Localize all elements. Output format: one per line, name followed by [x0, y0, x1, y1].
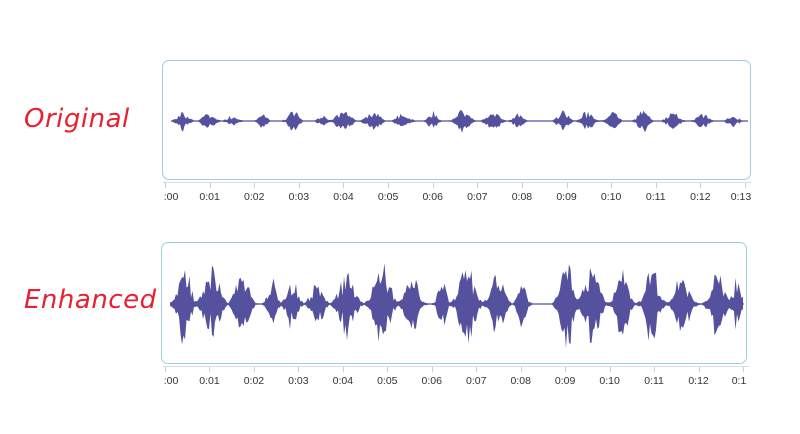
timeline-tick-label: 0:11 [645, 191, 666, 203]
timeline-tick-label: 0:12 [690, 191, 711, 203]
timeline-tick-label: 0:12 [688, 375, 709, 387]
timeline-tick [520, 367, 522, 372]
timeline-tick [254, 183, 256, 188]
original-timeline: :00 0:01 0:02 0:03 0:04 0:05 0:06 0:07 0:08 0:09 0… [163, 182, 751, 205]
timeline-tick-label: 0:10 [600, 191, 622, 203]
timeline-tick [298, 183, 300, 188]
timeline-tick-label: 0:13 [730, 191, 752, 203]
timeline-tick-label: 0:05 [377, 375, 398, 387]
timeline-tick-label: 0:03 [288, 191, 310, 203]
timeline-tick-label: :00 [163, 191, 179, 203]
timeline-tick [609, 367, 611, 372]
enhanced-waveform-panel[interactable] [161, 242, 747, 364]
timeline-tick-label: 0:04 [332, 375, 354, 387]
timeline-tick [253, 367, 255, 372]
timeline-tick [655, 183, 657, 188]
enhanced-waveform-svg [170, 263, 744, 349]
timeline-tick [700, 183, 702, 188]
timeline-tick [432, 183, 434, 188]
timeline-tick [611, 183, 613, 188]
timeline-tick-label: 0:06 [421, 375, 442, 387]
timeline-tick-label: 0:05 [377, 191, 399, 203]
timeline-tick [387, 367, 389, 372]
timeline-tick [165, 183, 166, 188]
timeline-tick-label: 0:10 [599, 375, 620, 387]
timeline-tick [565, 367, 567, 372]
timeline-tick [298, 367, 300, 372]
waveform-shape [171, 110, 747, 133]
timeline-tick [521, 183, 523, 188]
timeline-tick [431, 367, 433, 372]
timeline-tick [343, 183, 345, 188]
timeline-tick-label: 0:02 [244, 191, 265, 203]
timeline-tick [342, 367, 344, 372]
timeline-tick-label: 0:09 [556, 191, 577, 203]
timeline-tick [476, 367, 478, 372]
timeline-tick-label: 0:01 [199, 375, 220, 387]
timeline-tick [698, 367, 700, 372]
timeline-tick-label: 0:06 [422, 191, 443, 203]
timeline-tick [654, 367, 656, 372]
enhanced-timeline: :00 0:01 0:02 0:03 0:04 0:05 0:06 0:07 0:08 0:09 0… [163, 366, 749, 389]
timeline-tick-label: 0:07 [467, 191, 488, 203]
timeline-tick-label: 0:07 [466, 375, 487, 387]
timeline-tick-label: 0:03 [288, 375, 309, 387]
timeline-tick [477, 183, 479, 188]
timeline-tick-label: 0:1 [731, 375, 747, 387]
enhanced-label: Enhanced [24, 285, 157, 315]
timeline-tick-label: 0:09 [554, 375, 576, 387]
timeline-tick [566, 183, 568, 188]
timeline-tick-label: 0:08 [511, 191, 533, 203]
timeline-tick-label: 0:11 [644, 375, 664, 387]
original-waveform-svg [171, 110, 748, 133]
timeline-tick-label: :00 [163, 375, 179, 387]
timeline-tick [743, 367, 744, 372]
timeline-tick-label: 0:08 [510, 375, 531, 387]
original-label: Original [24, 104, 130, 134]
waveform-shape [170, 263, 743, 349]
timeline-tick [209, 183, 211, 188]
timeline-tick [209, 367, 211, 372]
timeline-tick-label: 0:02 [243, 375, 265, 387]
timeline-tick [165, 367, 166, 372]
timeline-tick-label: 0:01 [199, 191, 220, 203]
timeline-tick-label: 0:04 [333, 191, 354, 203]
original-waveform-panel[interactable] [162, 60, 751, 180]
timeline-tick [388, 183, 390, 188]
timeline-tick [745, 183, 746, 188]
